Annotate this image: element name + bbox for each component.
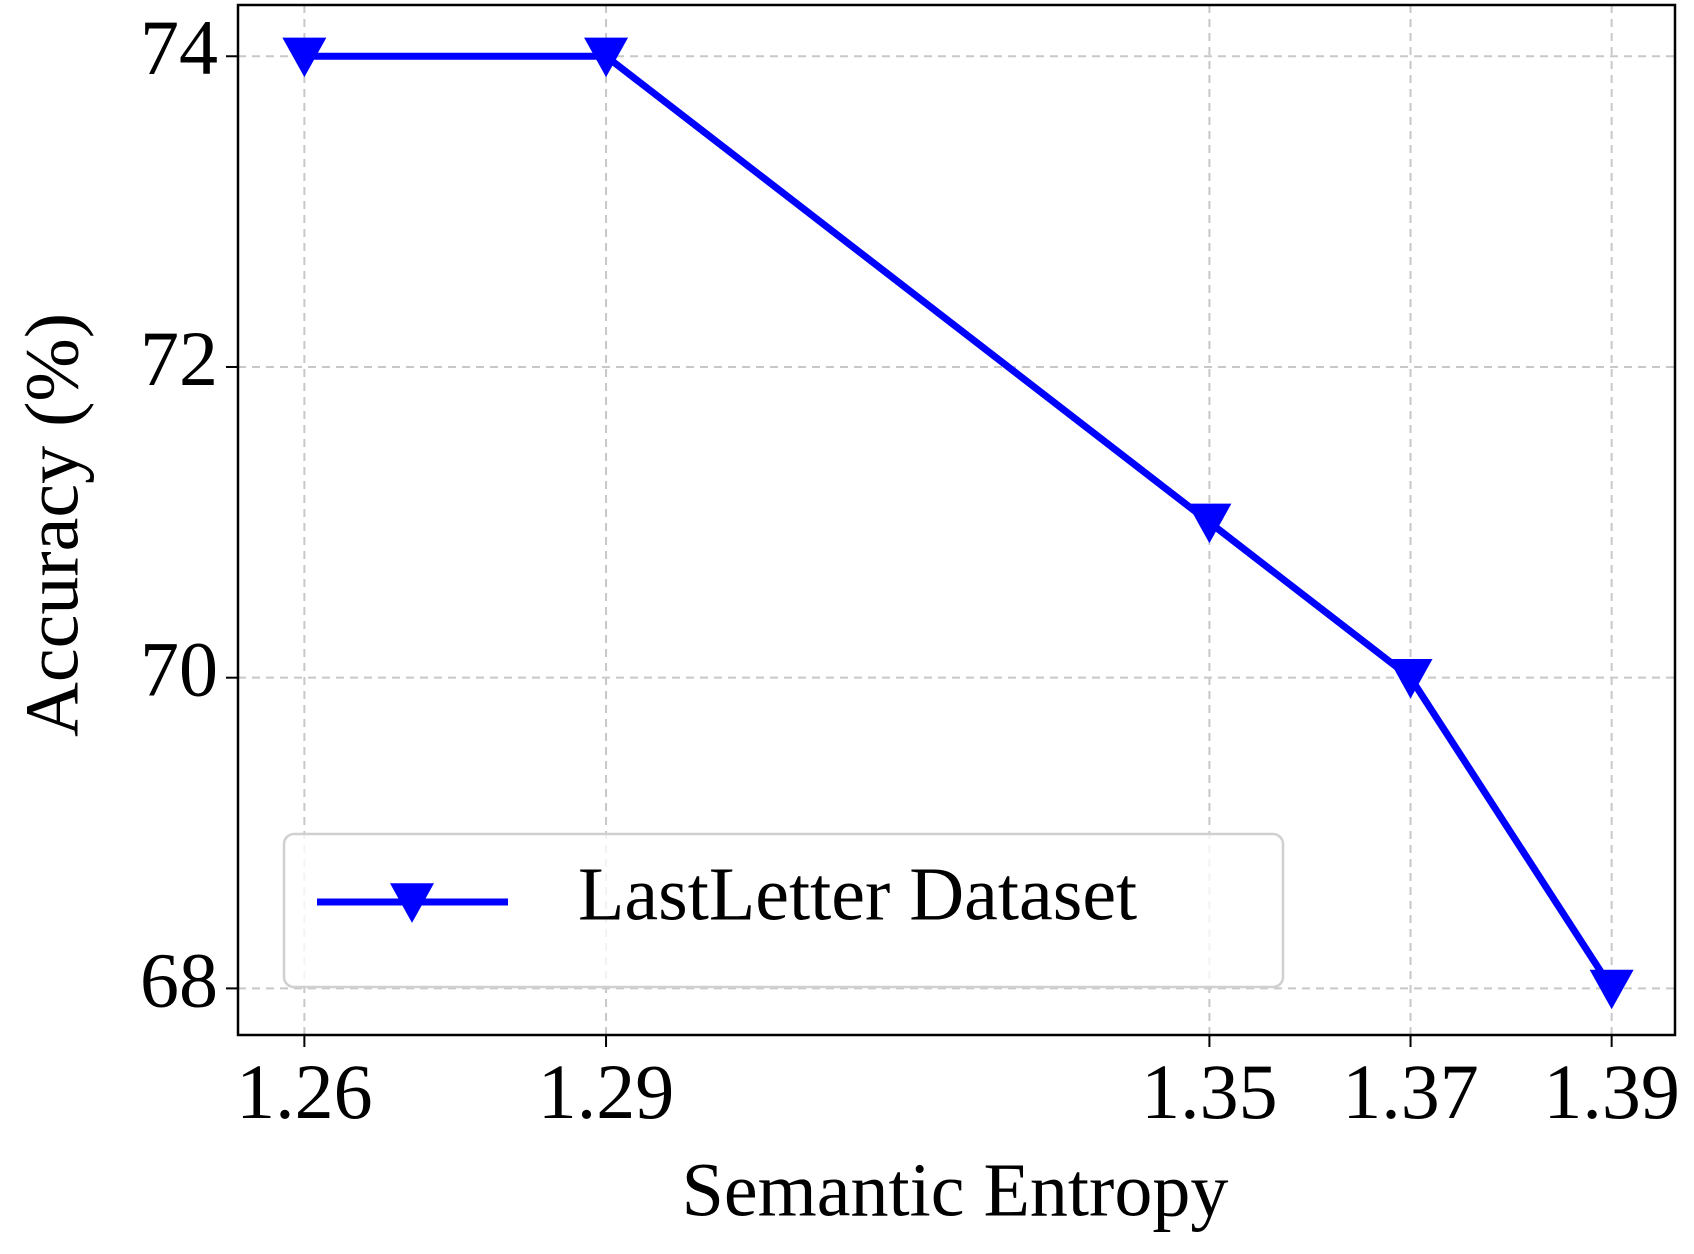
y-tick-label: 74 <box>140 4 218 91</box>
marker <box>584 37 629 78</box>
plot-frame <box>236 3 1677 1037</box>
legend-marker <box>390 883 434 923</box>
x-tick-label: 1.26 <box>236 1048 373 1135</box>
x-tick-label: 1.37 <box>1342 1048 1479 1135</box>
x-tick-label: 1.35 <box>1141 1048 1278 1135</box>
marker <box>282 37 327 78</box>
x-axis-label: Semantic Entropy <box>682 1148 1229 1232</box>
marker <box>1187 503 1232 544</box>
legend-box <box>282 832 1285 989</box>
marker <box>1589 969 1634 1010</box>
y-tick-label: 68 <box>140 936 218 1023</box>
legend-label: LastLetter Dataset <box>578 852 1137 936</box>
x-tick-label: 1.39 <box>1543 1048 1680 1135</box>
x-tick-label: 1.29 <box>538 1048 675 1135</box>
marker <box>1388 658 1433 699</box>
y-tick-label: 72 <box>140 315 218 402</box>
legend: LastLetter Dataset <box>282 832 1285 989</box>
y-axis-label: Accuracy (%) <box>10 313 94 737</box>
y-tick-label: 70 <box>140 626 218 713</box>
